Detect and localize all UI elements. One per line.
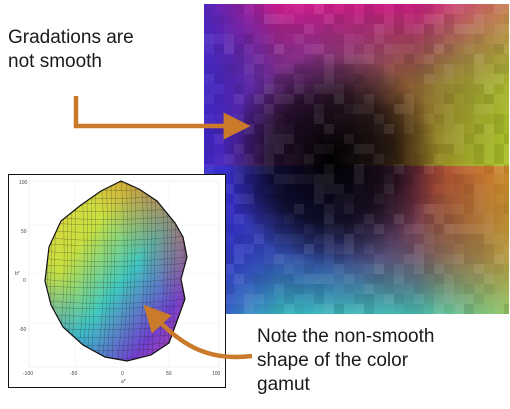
x-tick-label: 50 (166, 371, 172, 377)
annotation-gamut-shape: Note the non-smooth shape of the color g… (257, 326, 435, 395)
y-axis-label: b* (15, 271, 20, 277)
x-tick-label: 0 (121, 371, 124, 377)
y-tick-label: 0 (23, 278, 26, 284)
gamut-plot-svg: 100 50 0 -50 -100 -50 0 50 100 a* b* (15, 180, 221, 385)
pixelated-gradient-image (204, 4, 509, 314)
x-tick-label: 100 (212, 371, 221, 377)
y-tick-label: 50 (21, 229, 27, 235)
x-axis-label: a* (121, 379, 126, 385)
y-tick-label: 100 (19, 180, 28, 186)
x-tick-label: -100 (23, 371, 33, 377)
annotation-gradations: Gradations are not smooth (8, 27, 134, 72)
x-tick-label: -50 (70, 371, 77, 377)
color-gamut-plot: 100 50 0 -50 -100 -50 0 50 100 a* b* (8, 174, 226, 388)
color-gradation-swatch (204, 4, 509, 314)
y-tick-label: -50 (19, 327, 26, 333)
pixel-block-overlay (204, 4, 509, 314)
